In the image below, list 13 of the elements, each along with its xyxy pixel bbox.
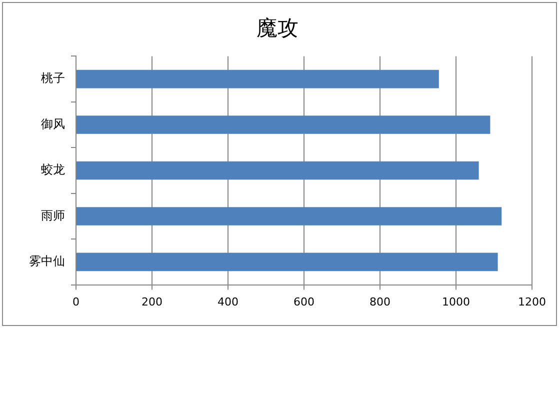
x-tick-label: 600 <box>294 295 314 308</box>
y-tick-label: 雾中仙 <box>29 254 65 268</box>
x-tick-label: 200 <box>142 295 162 308</box>
x-tick-label: 1000 <box>442 295 470 308</box>
y-tick-label: 雨师 <box>41 208 65 222</box>
x-tick-label: 400 <box>218 295 238 308</box>
x-tick-label: 1200 <box>518 295 546 308</box>
y-tick-label: 蛟龙 <box>41 162 65 177</box>
y-tick-label: 御风 <box>41 116 65 131</box>
x-tick-label: 0 <box>72 295 80 308</box>
x-tick-label: 800 <box>370 295 390 308</box>
y-tick-label: 桃子 <box>41 71 65 86</box>
chart-title: 魔攻 <box>256 16 298 40</box>
